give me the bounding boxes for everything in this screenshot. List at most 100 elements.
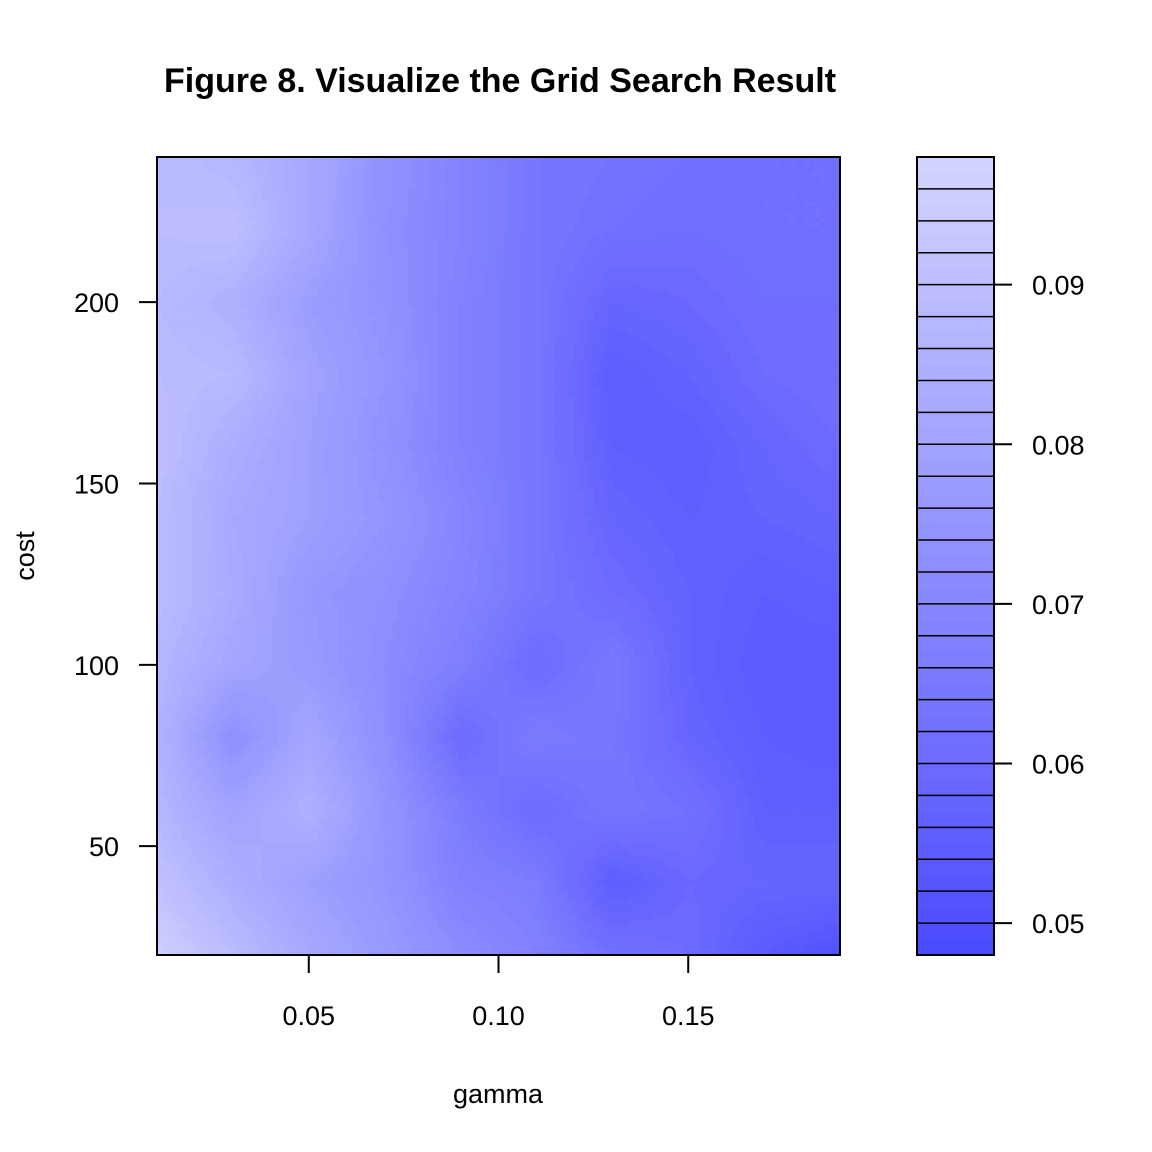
contour-cell [624, 251, 630, 258]
contour-cell [558, 236, 565, 243]
contour-cell [488, 336, 495, 343]
contour-cell [654, 291, 660, 298]
contour-cell [714, 256, 721, 263]
contour-cell [478, 211, 485, 218]
contour-cell [222, 311, 228, 318]
contour-cell [182, 176, 188, 183]
contour-cell [598, 221, 605, 228]
contour-cell [357, 291, 364, 298]
contour-cell [207, 291, 213, 298]
contour-cell [403, 276, 409, 283]
contour-cell [408, 276, 414, 283]
contour-cell [478, 271, 485, 278]
contour-cell [453, 336, 459, 343]
contour-cell [659, 181, 665, 188]
contour-cell [518, 321, 525, 328]
contour-cell [177, 221, 183, 228]
contour-cell [548, 196, 555, 203]
contour-cell [679, 276, 685, 283]
contour-cell [724, 256, 731, 263]
contour-cell [759, 166, 766, 173]
contour-cell [167, 286, 173, 293]
contour-cell [829, 286, 836, 293]
contour-cell [398, 231, 404, 238]
contour-cell [704, 181, 711, 188]
contour-cell [583, 191, 590, 198]
contour-cell [689, 196, 695, 203]
contour-cell [548, 181, 555, 188]
contour-cell [503, 231, 510, 238]
contour-cell [252, 286, 259, 293]
contour-cell [297, 231, 304, 238]
contour-cell [724, 176, 731, 183]
contour-cell [719, 181, 726, 188]
contour-cell [297, 281, 304, 288]
contour-cell [679, 311, 685, 318]
contour-cell [483, 196, 490, 203]
contour-cell [583, 311, 590, 318]
contour-cell [709, 241, 716, 248]
contour-cell [824, 261, 831, 268]
contour-cell [634, 326, 640, 333]
contour-cell [563, 216, 570, 223]
contour-cell [473, 321, 480, 328]
contour-cell [433, 331, 439, 338]
contour-cell [257, 266, 264, 273]
contour-cell [448, 301, 454, 308]
contour-cell [689, 226, 695, 233]
contour-cell [297, 211, 304, 218]
contour-cell [583, 281, 590, 288]
contour-cell [744, 196, 751, 203]
contour-cell [649, 157, 655, 163]
contour-cell [463, 186, 469, 193]
contour-cell [578, 196, 585, 203]
contour-cell [538, 171, 545, 178]
contour-cell [458, 241, 464, 248]
contour-cell [598, 157, 605, 163]
contour-cell [453, 231, 459, 238]
contour-cell [172, 206, 178, 213]
contour-cell [629, 241, 635, 248]
contour-cell [654, 171, 660, 178]
contour-cell [749, 286, 756, 293]
contour-cell [413, 226, 419, 233]
contour-cell [714, 206, 721, 213]
contour-cell [528, 201, 535, 208]
contour-cell [242, 311, 248, 318]
contour-cell [603, 306, 610, 313]
contour-cell [322, 176, 329, 183]
contour-cell [694, 261, 700, 268]
contour-cell [247, 226, 254, 233]
contour-cell [518, 231, 525, 238]
contour-cell [829, 331, 836, 338]
contour-cell [493, 231, 500, 238]
contour-cell [433, 261, 439, 268]
contour-cell [317, 306, 324, 313]
contour-cell [624, 166, 630, 173]
contour-cell [187, 226, 193, 233]
contour-cell [453, 301, 459, 308]
contour-cell [202, 331, 208, 338]
contour-cell [634, 281, 640, 288]
contour-cell [247, 326, 254, 333]
contour-cell [357, 331, 364, 338]
contour-cell [764, 286, 771, 293]
contour-cell [593, 206, 600, 213]
contour-cell [377, 161, 384, 168]
contour-cell [583, 226, 590, 233]
contour-cell [814, 196, 821, 203]
contour-cell [212, 331, 218, 338]
contour-cell [598, 321, 605, 328]
contour-cell [724, 261, 731, 268]
contour-cell [403, 291, 409, 298]
contour-cell [252, 316, 259, 323]
contour-cell [207, 306, 213, 313]
contour-cell [614, 236, 620, 243]
contour-cell [739, 221, 746, 228]
contour-cell [262, 246, 269, 253]
contour-cell [649, 161, 655, 168]
contour-cell [553, 216, 560, 223]
contour-cell [699, 236, 705, 243]
contour-cell [377, 196, 384, 203]
contour-cell [352, 296, 359, 303]
